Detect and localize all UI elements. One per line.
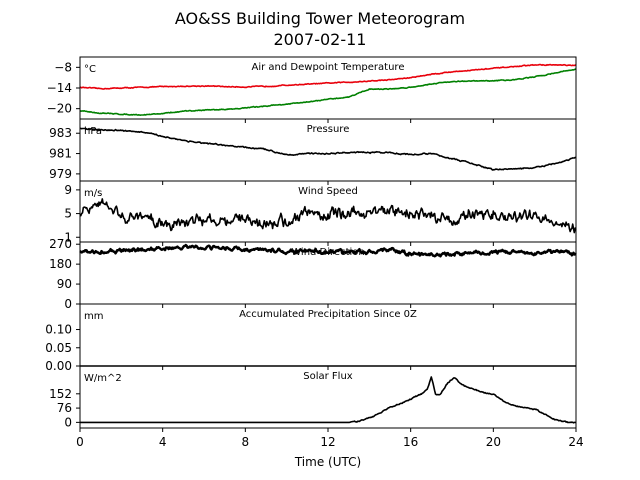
- y-tick-label: 0: [64, 415, 72, 429]
- panel-unit: °: [84, 249, 89, 260]
- x-tick-label: 8: [242, 435, 250, 449]
- y-tick-label: 152: [49, 387, 72, 401]
- x-tick-label: 12: [320, 435, 335, 449]
- y-tick-label: 0.10: [45, 323, 72, 337]
- y-tick-label: 270: [49, 237, 72, 251]
- y-tick-label: 983: [49, 126, 72, 140]
- y-tick-label: 981: [49, 147, 72, 161]
- y-tick-label: 76: [57, 401, 72, 415]
- panel-unit: W/m^2: [84, 373, 122, 384]
- series-line-6-1: [80, 376, 576, 424]
- y-tick-label: 1: [64, 230, 72, 244]
- y-tick-label: 5: [64, 207, 72, 221]
- y-tick-label: 180: [49, 257, 72, 271]
- panel-title: Solar Flux: [303, 371, 353, 382]
- y-tick-label: −20: [47, 102, 72, 116]
- panel-title: Accumulated Precipitation Since 0Z: [239, 309, 417, 320]
- figure-date: 2007-02-11: [274, 30, 367, 49]
- panel-4: 0 90 180 270 ° Wind Direction: [49, 237, 577, 311]
- x-tick-label: 4: [159, 435, 167, 449]
- panel-1: −20 −14 −8 °C Air and Dewpoint Temperature: [47, 56, 577, 123]
- series-line-4-1: [79, 243, 577, 258]
- y-tick-label: 0.05: [45, 341, 72, 355]
- panel-title: Wind Direction: [291, 247, 365, 258]
- y-tick-label: 979: [49, 167, 72, 181]
- panel-unit: m/s: [84, 188, 102, 199]
- series-line-1-2: [79, 68, 577, 116]
- panel-2: 979 981 983 hPa Pressure: [49, 118, 577, 185]
- panel-title: Pressure: [307, 124, 350, 135]
- series-line-3-1: [79, 198, 577, 234]
- x-tick-label: 0: [76, 435, 84, 449]
- panel-unit: °C: [84, 64, 96, 75]
- y-tick-label: 90: [57, 277, 72, 291]
- x-tick-label: 16: [403, 435, 418, 449]
- series-line-2-1: [79, 127, 577, 171]
- series-line-1-1: [79, 63, 577, 90]
- panel-5: 0.00 0.05 0.10 mm Accumulated Precipitation …: [45, 303, 577, 373]
- figure-title: AO&SS Building Tower Meteorogram: [175, 9, 465, 28]
- panel-title: Air and Dewpoint Temperature: [252, 62, 405, 73]
- panel-unit: hPa: [84, 126, 102, 137]
- x-tick-label: 24: [568, 435, 583, 449]
- x-axis-label: Time (UTC): [294, 455, 361, 469]
- y-tick-label: 0.00: [45, 359, 72, 373]
- panels: −20−14−8 °C Air and Dewpoint Temperature97…: [45, 56, 577, 432]
- panel-3: 1 5 9 m/s Wind Speed: [64, 180, 577, 246]
- panel-unit: mm: [84, 311, 103, 322]
- panel-title: Wind Speed: [298, 186, 358, 197]
- x-axis: 0 4 8 12 16 20 24: [76, 435, 583, 449]
- x-tick-label: 20: [486, 435, 501, 449]
- y-tick-label: −8: [54, 60, 72, 74]
- y-tick-label: 9: [64, 183, 72, 197]
- y-tick-label: −14: [47, 81, 72, 95]
- y-tick-label: 0: [64, 297, 72, 311]
